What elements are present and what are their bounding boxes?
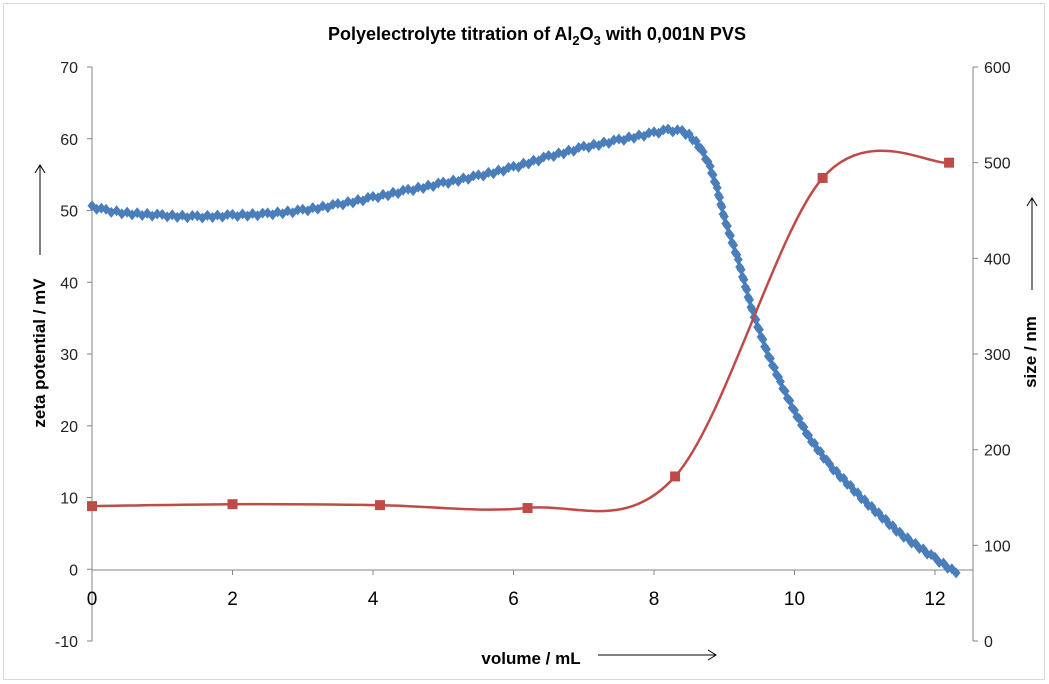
y-left-tick-label: 30 — [60, 347, 78, 364]
data-point-diamond — [715, 191, 725, 203]
data-point-square — [817, 172, 828, 183]
x-tick-label: 8 — [649, 589, 660, 610]
y-right-axis-title: size / nm — [1021, 316, 1040, 388]
series-left-group — [87, 123, 961, 579]
y-right-tick-label: 500 — [984, 156, 1011, 173]
chart-title: Polyelectrolyte titration of Al2O3 with … — [328, 24, 746, 48]
data-point-diamond — [712, 182, 722, 194]
data-point-square — [87, 501, 97, 512]
y-left-axis-arrow — [34, 164, 46, 255]
data-point-diamond — [739, 274, 749, 286]
data-point-diamond — [951, 567, 961, 579]
y-left-tick-label: 40 — [60, 275, 78, 292]
data-point-square — [670, 471, 681, 482]
data-point-square — [522, 503, 533, 514]
data-point-diamond — [187, 210, 197, 222]
chart-frame — [3, 3, 1045, 680]
series-right-group — [87, 149, 955, 514]
data-point-diamond — [733, 254, 743, 266]
data-point-diamond — [745, 294, 755, 306]
tick-labels-group: -10 0 10 20 30 40 50 60 70 0 100 200 300 400 500 600 0 2 4… — [55, 60, 1011, 651]
y-right-tick-label: 600 — [984, 60, 1011, 77]
x-tick-label: 6 — [508, 589, 519, 610]
data-point-square — [375, 500, 386, 511]
y-right-tick-label: 0 — [984, 634, 993, 651]
y-left-tick-label: 70 — [60, 60, 78, 77]
data-point-diamond — [654, 127, 664, 139]
x-tick-label: 10 — [784, 589, 805, 610]
data-point-diamond — [668, 126, 678, 138]
y-left-tick-label: 10 — [60, 491, 78, 508]
data-point-square — [944, 157, 955, 168]
x-axis-title: volume / mL — [481, 649, 580, 668]
y-left-tick-label: 20 — [60, 419, 78, 436]
y-right-tick-label: 400 — [984, 251, 1011, 268]
data-point-square — [227, 499, 238, 510]
series-group — [87, 123, 961, 579]
data-point-diamond — [222, 209, 232, 221]
data-point-diamond — [152, 208, 162, 220]
y-right-axis-arrow — [1026, 197, 1038, 290]
y-left-tick-label: 60 — [60, 132, 78, 149]
data-point-diamond — [736, 264, 746, 276]
y-left-tick-label: 0 — [69, 562, 78, 579]
y-left-tick-label: -10 — [55, 634, 78, 651]
data-point-diamond — [293, 204, 303, 216]
y-right-tick-label: 300 — [984, 347, 1011, 364]
x-tick-label: 0 — [87, 589, 98, 610]
y-right-tick-label: 200 — [984, 443, 1011, 460]
data-point-diamond — [742, 284, 752, 296]
data-point-diamond — [258, 207, 268, 219]
x-axis-arrow — [598, 649, 717, 661]
axes-group — [87, 66, 978, 642]
data-point-diamond — [248, 208, 258, 220]
y-left-axis-title: zeta potential / mV — [30, 278, 49, 428]
x-tick-label: 12 — [924, 589, 945, 610]
x-tick-label: 4 — [368, 589, 379, 610]
y-left-tick-label: 50 — [60, 204, 78, 221]
y-right-tick-label: 100 — [984, 538, 1011, 555]
x-tick-label: 2 — [227, 589, 238, 610]
data-point-diamond — [717, 201, 727, 213]
